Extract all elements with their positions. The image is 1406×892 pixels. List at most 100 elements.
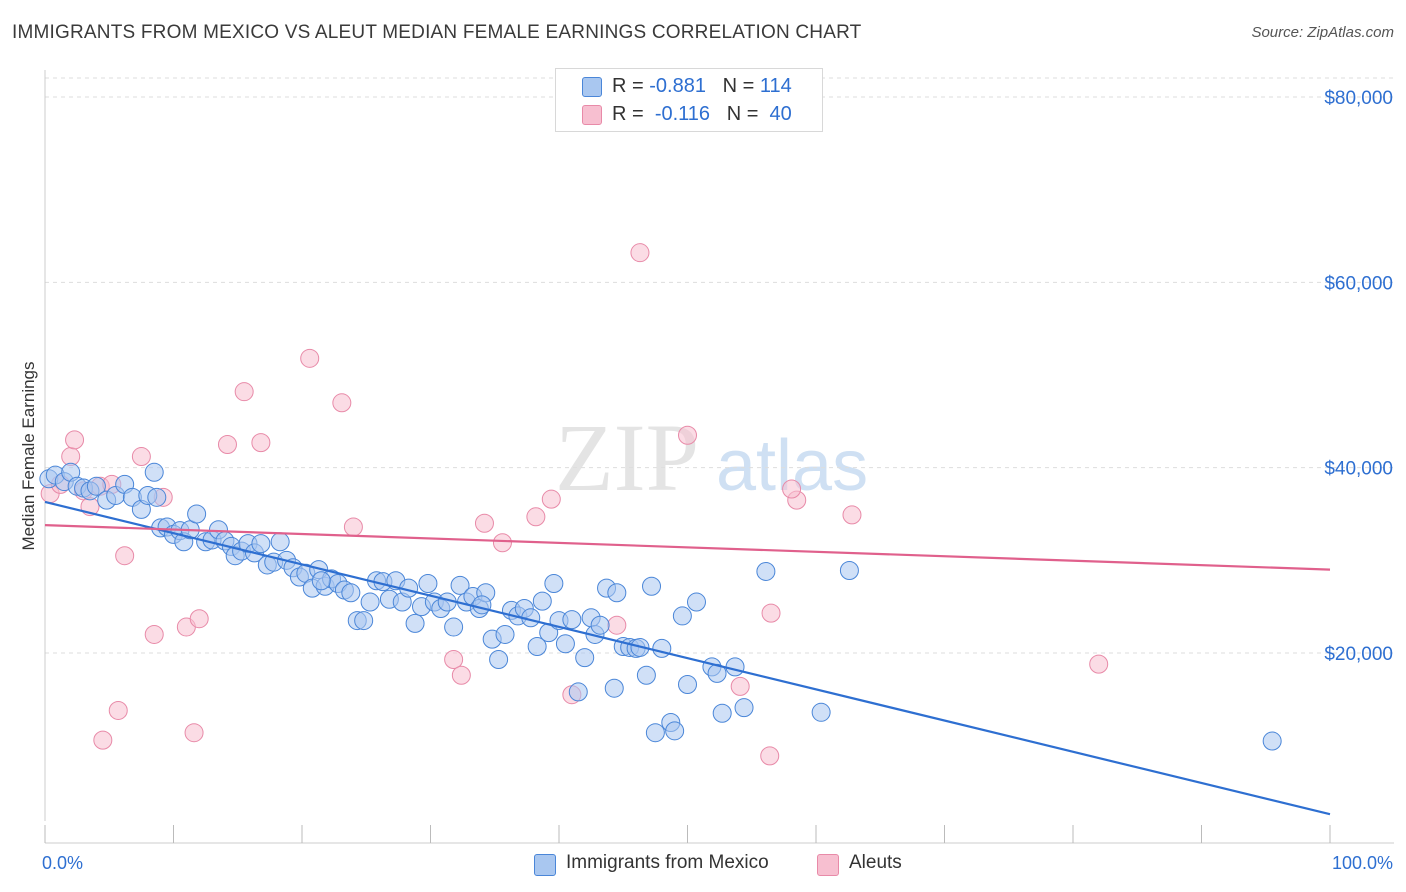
- aleut-point: [65, 430, 85, 450]
- legend-n-value-aleut: 40: [769, 103, 792, 125]
- aleut-point: [451, 665, 471, 685]
- mexico-point: [725, 657, 745, 677]
- trend-lines: [44, 500, 1331, 816]
- watermark-zip: ZIP: [555, 404, 699, 511]
- mexico-point: [686, 592, 706, 612]
- mexico-point: [590, 615, 610, 635]
- aleut-point: [234, 382, 254, 402]
- aleut-point: [217, 435, 237, 454]
- aleut-point: [526, 507, 546, 527]
- legend-text-aleut: R = -0.116 N = 40: [612, 103, 792, 125]
- correlation-legend: R = -0.881 N = 114 R = -0.116 N = 40: [555, 68, 823, 132]
- aleut-point: [300, 348, 320, 368]
- mexico-point: [270, 532, 290, 552]
- mexico-point: [604, 678, 624, 698]
- aleut-point: [842, 505, 862, 525]
- aleut-point: [630, 243, 650, 263]
- mexico-point: [360, 592, 380, 612]
- aleut-point: [761, 603, 781, 623]
- mexico-point: [645, 723, 665, 743]
- aleut-point: [760, 746, 780, 766]
- mexico-point: [444, 617, 464, 637]
- mexico-point: [665, 721, 685, 741]
- mexico-point: [147, 487, 167, 507]
- mexico-point: [562, 610, 582, 630]
- mexico-point: [839, 561, 859, 581]
- aleut-point: [108, 700, 128, 720]
- mexico-point: [642, 576, 662, 596]
- chart-title: IMMIGRANTS FROM MEXICO VS ALEUT MEDIAN F…: [12, 22, 862, 43]
- x-tick-label: 0.0%: [42, 853, 83, 873]
- aleut-trend-line: [44, 524, 1331, 571]
- mexico-point: [489, 649, 509, 669]
- mexico-point: [678, 675, 697, 695]
- legend-r-value-aleut: -0.116: [654, 103, 711, 125]
- source-label: Source: ZipAtlas.com: [1251, 24, 1394, 41]
- mexico-point: [341, 583, 361, 603]
- bottom-legend-swatch-mexico: [534, 854, 556, 876]
- mexico-point: [472, 595, 492, 615]
- x-tick-labels: 0.0% 100.0%: [42, 853, 1393, 873]
- mexico-trend-line: [44, 500, 1331, 816]
- mexico-point: [607, 583, 627, 603]
- aleut-point: [1089, 654, 1109, 674]
- mexico-point: [712, 703, 732, 723]
- aleut-point: [93, 730, 113, 750]
- legend-swatch-aleut: [582, 105, 602, 125]
- x-tick-label: 100.0%: [1332, 853, 1393, 873]
- aleut-point: [541, 489, 561, 509]
- aleut-point: [474, 513, 494, 533]
- aleut-point: [492, 533, 512, 553]
- aleut-point: [444, 649, 464, 669]
- mexico-point: [450, 575, 470, 595]
- legend-swatch-mexico: [582, 77, 602, 97]
- aleut-point: [144, 624, 164, 644]
- mexico-point: [575, 648, 595, 668]
- aleut-point: [115, 546, 135, 566]
- mexico-point: [251, 534, 271, 554]
- legend-text-mexico: R = -0.881 N = 114: [612, 75, 792, 97]
- mexico-point: [144, 462, 164, 482]
- aleut-point: [782, 479, 802, 499]
- mexico-point: [734, 698, 754, 718]
- mexico-point: [544, 574, 564, 593]
- y-tick-label: $80,000: [1324, 88, 1393, 109]
- mexico-point: [652, 638, 672, 658]
- mexico-point: [568, 682, 588, 702]
- aleut-point: [131, 447, 151, 467]
- watermark: ZIP atlas: [555, 404, 868, 511]
- aleut-point: [730, 676, 750, 696]
- y-tick-labels: $20,000 $40,000 $60,000 $80,000: [1324, 88, 1393, 665]
- axes: [44, 70, 1394, 844]
- mexico-point: [86, 476, 106, 496]
- bottom-legend-swatch-aleut: [817, 854, 839, 876]
- mexico-point: [354, 611, 374, 631]
- mexico-point: [532, 591, 552, 611]
- aleut-point: [343, 517, 363, 537]
- bottom-legend-label-mexico: Immigrants from Mexico: [566, 852, 769, 873]
- mexico-point: [405, 613, 425, 633]
- mexico-point: [311, 571, 331, 591]
- y-tick-label: $20,000: [1324, 644, 1393, 665]
- legend-r-value-mexico: -0.881: [649, 75, 706, 97]
- mexico-point: [527, 637, 547, 657]
- mexico-point: [811, 702, 831, 722]
- mexico-point: [555, 634, 575, 654]
- mexico-point: [418, 574, 438, 593]
- aleut-point: [678, 425, 697, 445]
- mexico-point: [495, 624, 515, 644]
- bottom-legend-label-aleut: Aleuts: [849, 852, 902, 873]
- mexico-point: [1262, 731, 1282, 751]
- mexico-point: [187, 504, 207, 524]
- aleut-point: [184, 723, 204, 743]
- mexico-point: [636, 665, 656, 685]
- mexico-points: [39, 462, 1282, 751]
- legend-n-value-mexico: 114: [759, 75, 792, 97]
- y-axis-label: Median Female Earnings: [19, 362, 38, 551]
- aleut-point: [332, 393, 352, 413]
- mexico-point: [756, 561, 776, 581]
- aleut-point: [607, 615, 627, 635]
- y-tick-label: $40,000: [1324, 459, 1393, 480]
- y-tick-label: $60,000: [1324, 273, 1393, 294]
